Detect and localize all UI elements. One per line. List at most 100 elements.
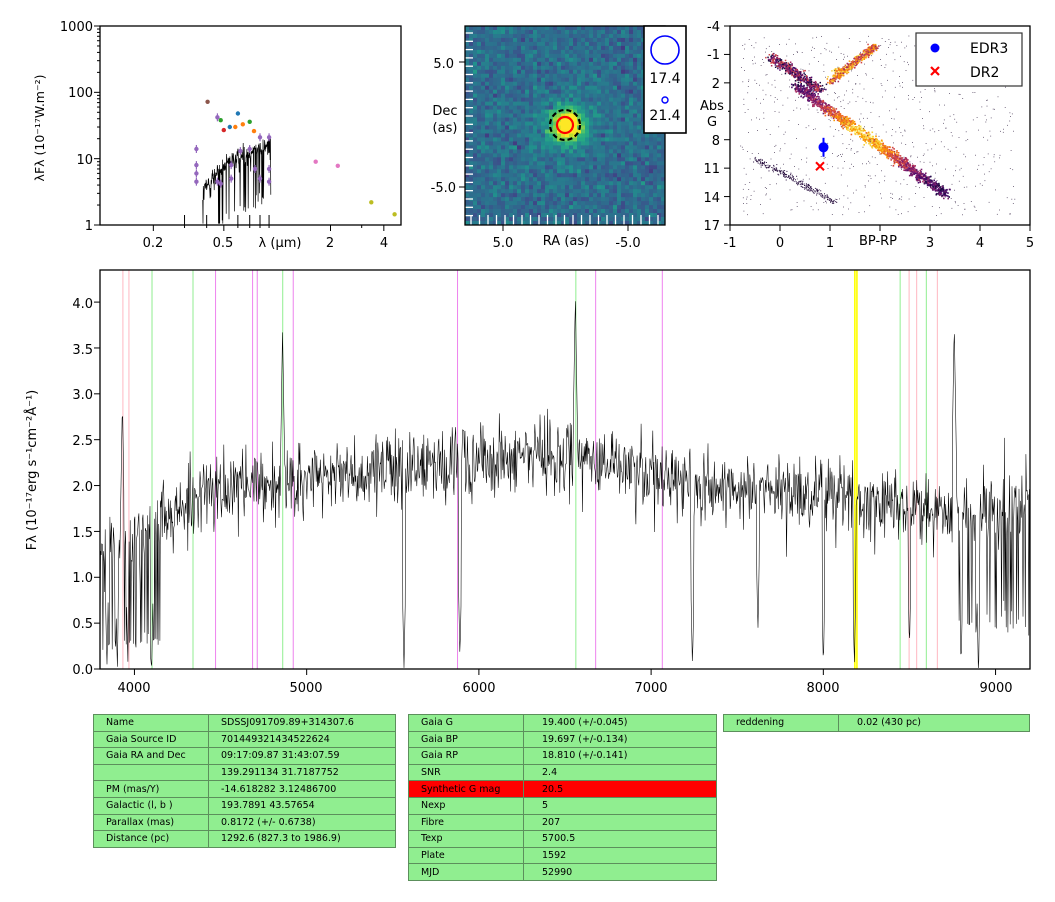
image-pixel [549,145,554,150]
image-pixel [501,189,506,194]
image-pixel [629,165,634,170]
image-pixel [509,197,514,202]
image-pixel [541,41,546,47]
image-pixel [533,141,538,146]
image-pixel [605,125,610,130]
image-pixel [621,169,626,174]
image-pixel [625,109,630,114]
image-pixel [613,193,618,198]
image-pixel [497,117,502,122]
hr-density-point [871,140,873,142]
hr-density-point [790,71,792,73]
image-pixel [637,65,642,71]
image-pixel [553,141,558,146]
image-pixel [537,121,542,126]
image-pixel [561,157,566,162]
hr-density-point [875,143,877,146]
hr-density-point [867,140,870,142]
image-pixel [501,201,506,206]
image-pixel [629,193,634,198]
hr-density-point [825,88,827,91]
image-pixel [497,105,502,110]
image-pixel [485,89,490,95]
image-pixel [585,45,590,51]
image-pixel [657,197,662,202]
hr-density-point [905,165,908,168]
image-pixel [465,217,470,222]
image-pixel [541,37,546,43]
hr-density-point [790,72,792,74]
hr-density-point [883,150,886,152]
hr-density-point [816,90,819,92]
hr-density-point [854,64,857,67]
image-pixel [517,177,522,182]
image-pixel [617,81,622,87]
image-pixel [517,109,522,114]
image-pixel [485,173,490,178]
hr-density-point [875,135,877,137]
image-pixel [481,69,486,75]
image-pixel [589,129,594,134]
image-pixel [561,49,566,55]
image-pixel [609,81,614,87]
hr-density-point [780,64,783,66]
image-pixel [521,89,526,95]
image-pixel [585,109,590,114]
hr-density-point [863,136,866,139]
image-pixel [593,141,598,146]
image-pixel [505,149,510,154]
image-pixel [517,81,522,87]
image-pixel [549,121,554,126]
image-pixel [477,89,482,95]
image-pixel [593,217,598,222]
image-pixel [517,26,522,31]
image-pixel [481,81,486,87]
image-pixel [545,197,550,202]
image-pixel [497,65,502,71]
hr-density-point [824,105,826,107]
image-pixel [625,161,630,166]
hr-density-point [848,120,850,123]
image-pixel [517,57,522,63]
image-pixel [573,173,578,178]
hr-density-point [799,81,802,83]
image-pixel [561,141,566,146]
image-pixel [585,189,590,194]
hr-density-point [922,180,924,183]
image-pixel [489,29,494,35]
image-pixel [609,61,614,67]
image-pixel [513,221,518,226]
image-pixel [533,173,538,178]
image-pixel [653,141,658,146]
image-pixel [521,193,526,198]
hr-density-point [842,67,845,70]
image-pixel [553,33,558,39]
hr-density-point [879,143,882,146]
image-pixel [517,141,522,146]
image-pixel [541,61,546,67]
hr-density-point [873,142,876,145]
hr-density-point [931,179,933,182]
hr-density-point [835,117,838,119]
hr-density-point [881,145,884,147]
image-pixel [469,41,474,47]
image-pixel [589,157,594,162]
image-pixel [521,129,526,134]
image-pixel [489,73,494,79]
image-pixel [501,149,506,154]
image-pixel [589,213,594,218]
image-pixel [577,161,582,166]
hr-density-point [831,110,833,112]
image-pixel [481,157,486,162]
image-pixel [525,197,530,202]
image-pixel [573,169,578,174]
image-pixel [513,169,518,174]
image-pixel [529,105,534,110]
image-pixel [641,189,646,194]
hr-density-point [841,73,843,76]
hr-density-point [847,117,850,120]
hr-density-point [868,137,871,140]
hr-density-point [845,117,848,120]
hr-density-point [849,130,851,132]
hr-density-point [824,102,827,105]
